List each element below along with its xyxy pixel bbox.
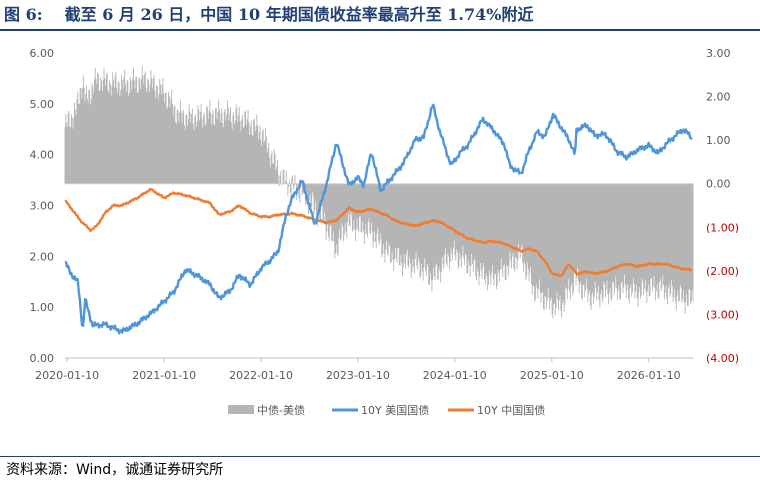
x-tick-label: 2025-01-10: [520, 369, 584, 382]
series-line-cn-10y: [64, 187, 693, 278]
legend-label: 10Y 中国国债: [477, 403, 545, 417]
footer-rule: [0, 456, 760, 457]
legend-swatch: [228, 405, 254, 414]
right-tick-label: 1.00: [706, 134, 731, 147]
chart: 2020-01-10 2021-01-10 2022-01-10 2023-01-10…: [30, 47, 740, 417]
legend-item-cn-10y: 10Y 中国国债: [448, 403, 545, 417]
legend-item-us-10y: 10Y 美国国债: [332, 403, 429, 417]
figure-number: 图 6:: [4, 5, 43, 24]
x-tick-label: 2022-01-10: [229, 369, 293, 382]
figure-title: 图 6: 截至 6 月 26 日，中国 10 年期国债收益率最高升至 1.74%附…: [4, 4, 533, 26]
spread-bars: [64, 65, 694, 319]
legend: 中债-美债 10Y 美国国债 10Y 中国国债: [228, 403, 545, 417]
x-tick-label: 2026-01-10: [617, 369, 681, 382]
right-tick-label: 0.00: [706, 178, 731, 191]
series-line-us-10y: [64, 103, 693, 335]
right-tick-label: (3.00): [706, 308, 739, 321]
x-tick-label: 2021-01-10: [132, 369, 196, 382]
right-tick-label: (1.00): [706, 221, 739, 234]
left-tick-label: 0.00: [30, 352, 55, 365]
x-tick-label: 2020-01-10: [35, 369, 99, 382]
right-tick-label: (2.00): [706, 265, 739, 278]
title-rule: [0, 29, 760, 31]
x-axis-ticks: 2020-01-10 2021-01-10 2022-01-10 2023-01-10…: [35, 358, 681, 382]
legend-label: 10Y 美国国债: [361, 403, 429, 417]
legend-item-spread: 中债-美债: [228, 403, 305, 417]
x-tick-label: 2024-01-10: [423, 369, 487, 382]
left-tick-label: 1.00: [30, 301, 55, 314]
left-tick-label: 2.00: [30, 250, 55, 263]
figure-title-text: 截至 6 月 26 日，中国 10 年期国债收益率最高升至 1.74%附近: [64, 5, 534, 24]
right-tick-label: 3.00: [706, 47, 731, 60]
left-axis-ticks: 0.00 1.00 2.00 3.00 4.00 5.00 6.00: [30, 47, 55, 365]
right-tick-label: 2.00: [706, 91, 731, 104]
left-tick-label: 4.00: [30, 149, 55, 162]
source-note: 资料来源：Wind，诚通证券研究所: [6, 462, 224, 478]
spread-bar-marks: [64, 65, 694, 319]
right-axis-ticks: (4.00) (3.00) (2.00) (1.00) 0.00 1.00 2.00 3.00: [706, 47, 739, 365]
left-tick-label: 3.00: [30, 200, 55, 213]
left-tick-label: 5.00: [30, 98, 55, 111]
x-tick-label: 2023-01-10: [326, 369, 390, 382]
legend-label: 中债-美债: [257, 403, 305, 417]
left-tick-label: 6.00: [30, 47, 55, 60]
right-tick-label: (4.00): [706, 352, 739, 365]
